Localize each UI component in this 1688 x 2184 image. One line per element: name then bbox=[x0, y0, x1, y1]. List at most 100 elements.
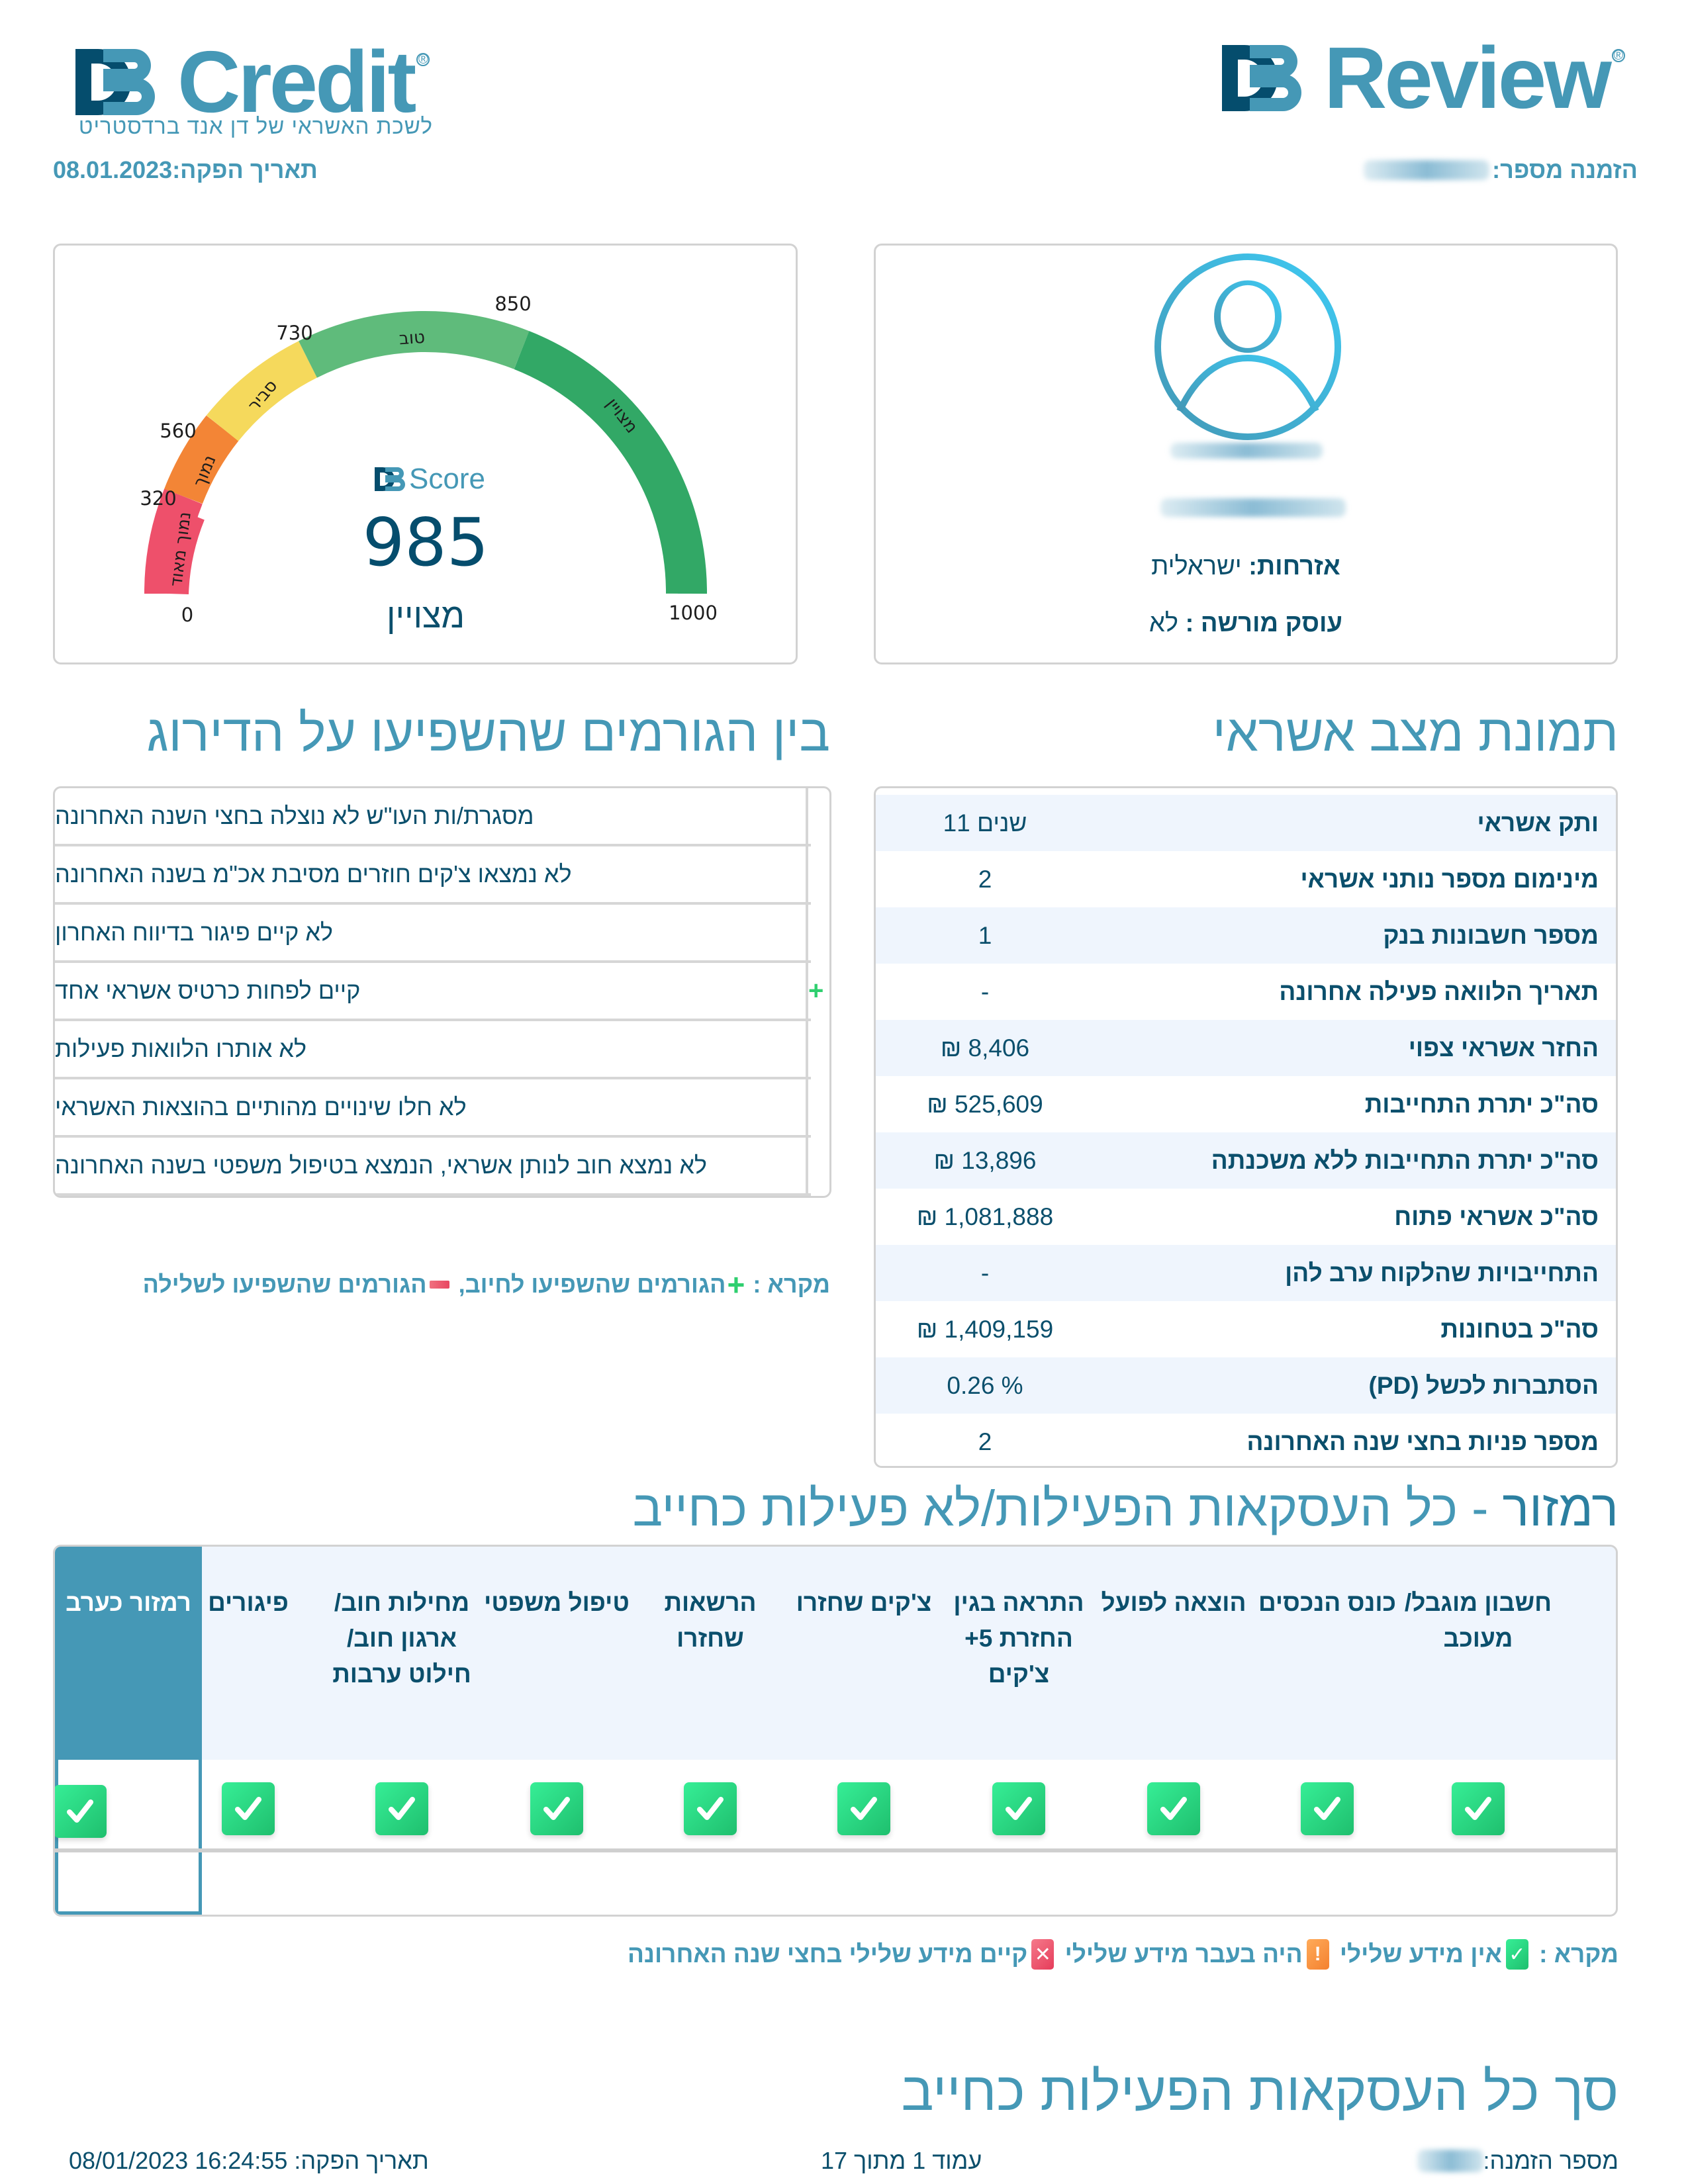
status-check-icon bbox=[530, 1782, 583, 1835]
row-label: סה"כ בטחונות bbox=[1440, 1315, 1599, 1343]
score-brand-word: Score bbox=[409, 463, 485, 495]
tick-0: 0 bbox=[181, 604, 193, 626]
factor-text: לא אותרו הלוואות פעילות bbox=[55, 1035, 307, 1062]
legend2-prefix: מקרא : bbox=[1539, 1940, 1618, 1968]
status-check-icon bbox=[684, 1782, 737, 1835]
factor-text: לא חלו שינויים מהותיים בהוצאות האשראי bbox=[55, 1093, 467, 1120]
tick-320: 320 bbox=[140, 487, 176, 510]
score-gauge: נמוך מאוד נמוך סביר טוב מצויין 0 320 560… bbox=[140, 293, 718, 626]
warning-icon: ! bbox=[1306, 1939, 1329, 1970]
row-label: סה"כ יתרת התחייבות ללא משכנתה bbox=[1211, 1146, 1599, 1174]
db-credit-logo: Credit ® bbox=[75, 38, 430, 126]
issue-date-label: תאריך הפקה: bbox=[172, 156, 318, 183]
footer-order: מספר הזמנה: bbox=[1417, 2147, 1618, 2175]
order-number: הזמנה מספר: bbox=[1364, 156, 1638, 184]
traffic-light-title-rest: - כל העסקאות הפעילות/לא פעילות כחייב bbox=[632, 1480, 1503, 1537]
status-check-icon bbox=[1147, 1782, 1200, 1835]
cross-icon: ✕ bbox=[1031, 1939, 1055, 1970]
table-row: ותק אשראי 11 שנים bbox=[876, 795, 1616, 851]
profile-card: אזרחות: ישראלית עוסק מורשה : לא bbox=[874, 244, 1618, 664]
table-row: סה"כ אשראי פתוח ₪ 1,081,888 bbox=[876, 1189, 1616, 1245]
issue-date: תאריך הפקה:08.01.2023 bbox=[53, 156, 318, 184]
segment-label-good: טוב bbox=[399, 328, 426, 349]
row-value: 0.26 % bbox=[947, 1371, 1023, 1399]
traffic-light-title-strong: רמזור bbox=[1502, 1480, 1618, 1537]
tick-560: 560 bbox=[160, 420, 196, 442]
user-circle-icon bbox=[1154, 253, 1341, 440]
status-check-icon bbox=[55, 1785, 107, 1838]
footer-issue-date: תאריך הפקה: 16:24:55 08/01/2023 bbox=[69, 2147, 429, 2175]
redacted-footer-order bbox=[1417, 2150, 1483, 2172]
row-value: ₪ 1,081,888 bbox=[916, 1203, 1054, 1230]
footer-order-label: מספר הזמנה: bbox=[1483, 2147, 1618, 2174]
score-value: 985 bbox=[362, 504, 489, 581]
citizenship: אזרחות: ישראלית bbox=[876, 553, 1616, 581]
factor-row: לא חלו שינויים מהותיים בהוצאות האשראי bbox=[55, 1079, 811, 1138]
legend2-ok: אין מידע שלילי bbox=[1339, 1940, 1502, 1968]
traffic-light-column-header: רמזור כערב bbox=[55, 1547, 202, 1760]
row-value: ₪ 13,896 bbox=[933, 1146, 1037, 1174]
table-row: התחייבויות שהלקוח ערב להן - bbox=[876, 1245, 1616, 1301]
factors-legend: מקרא : + הגורמים שהשפיעו לחיוב, הגורמים … bbox=[143, 1267, 830, 1302]
factor-row: לא קיים פיגור בדיווח האחרון bbox=[55, 905, 811, 963]
traffic-light-column-header: הוצאה לפועל bbox=[1101, 1589, 1246, 1616]
row-label: סה"כ אשראי פתוח bbox=[1394, 1203, 1599, 1230]
factor-row: מסגרת/ות העו"ש לא נוצלה בחצי השנה האחרונ… bbox=[55, 788, 811, 846]
table-row: הסתברות לכשל (PD) 0.26 % bbox=[876, 1357, 1616, 1414]
factor-text: קיים לפחות כרטיס אשראי אחד bbox=[55, 977, 361, 1004]
row-value: ₪ 8,406 bbox=[940, 1034, 1030, 1062]
score-card: נמוך מאוד נמוך סביר טוב מצויין 0 320 560… bbox=[53, 244, 798, 664]
licensed-dealer-label: עוסק מורשה : bbox=[1185, 610, 1342, 637]
row-label: הסתברות לכשל (PD) bbox=[1368, 1371, 1599, 1399]
traffic-light-separator bbox=[55, 1848, 1616, 1852]
logo-word-review: Review bbox=[1324, 29, 1612, 126]
table-row: מספר חשבונות בנק 1 bbox=[876, 907, 1616, 964]
traffic-light-title: רמזור - כל העסקאות הפעילות/לא פעילות כחי… bbox=[633, 1480, 1618, 1537]
legend-prefix: מקרא : bbox=[753, 1271, 830, 1298]
credit-picture-table: ותק אשראי 11 שנים מינימום מספר נותני אשראי… bbox=[876, 795, 1616, 1466]
row-label: סה"כ יתרת התחייבות bbox=[1364, 1090, 1599, 1118]
tick-850: 850 bbox=[494, 293, 531, 315]
credit-picture-title: תמונת מצב אשראי bbox=[1212, 704, 1618, 762]
row-label: ותק אשראי bbox=[1477, 809, 1599, 837]
traffic-light-column-header: הרשאות שחזרו bbox=[664, 1589, 757, 1652]
row-value: ₪ 525,609 bbox=[927, 1090, 1043, 1118]
factor-text: לא נמצא חוב לנותן אשראי, הנמצא בטיפול מש… bbox=[55, 1152, 707, 1179]
factor-row: לא אותרו הלוואות פעילות bbox=[55, 1021, 811, 1079]
row-label: תאריך הלוואה פעילה אחרונה bbox=[1279, 978, 1599, 1005]
footer-page: עמוד 1 מתוך 17 bbox=[821, 2147, 982, 2174]
redacted-name bbox=[1170, 443, 1323, 459]
credit-tagline: לשכת האשראי של דן אנד ברדסטריט bbox=[78, 114, 433, 138]
status-check-icon bbox=[992, 1782, 1045, 1835]
table-row: סה"כ יתרת התחייבות ₪ 525,609 bbox=[876, 1076, 1616, 1132]
tick-730: 730 bbox=[276, 322, 312, 344]
row-value: - bbox=[980, 978, 990, 1005]
table-row: תאריך הלוואה פעילה אחרונה - bbox=[876, 964, 1616, 1020]
credit-picture-card: ותק אשראי 11 שנים מינימום מספר נותני אשראי… bbox=[874, 786, 1618, 1468]
registered-icon: ® bbox=[416, 52, 430, 67]
row-value: 2 bbox=[978, 1428, 992, 1455]
row-label: מינימום מספר נותני אשראי bbox=[1300, 865, 1599, 893]
factors-divider bbox=[806, 788, 808, 1196]
traffic-light-column-header: חשבון מוגבל/ מעוכב bbox=[1404, 1589, 1552, 1652]
row-value: 2 bbox=[978, 865, 992, 893]
table-row: סה"כ בטחונות ₪ 1,409,159 bbox=[876, 1301, 1616, 1357]
db-mark-icon bbox=[1222, 45, 1315, 111]
factor-row: קיים לפחות כרטיס אשראי אחד bbox=[55, 963, 811, 1021]
tick-1000: 1000 bbox=[669, 602, 718, 624]
row-label: החזר אשראי צפוי bbox=[1408, 1034, 1599, 1062]
citizenship-label: אזרחות: bbox=[1248, 553, 1340, 580]
traffic-light-column-header: כונס הנכסים bbox=[1258, 1589, 1397, 1616]
check-icon: ✓ bbox=[1505, 1939, 1528, 1970]
minus-icon bbox=[429, 1281, 449, 1289]
db-mark-icon bbox=[375, 467, 406, 491]
status-check-icon bbox=[1452, 1782, 1505, 1835]
footer-issue-label: תאריך הפקה: bbox=[294, 2147, 429, 2174]
status-check-icon bbox=[222, 1782, 275, 1835]
status-check-icon bbox=[1301, 1782, 1354, 1835]
legend2-bad: קיים מידע שלילי בחצי שנה האחרונה bbox=[628, 1940, 1028, 1968]
legend-positive: הגורמים שהשפיעו לחיוב, bbox=[458, 1271, 726, 1298]
table-row: החזר אשראי צפוי ₪ 8,406 bbox=[876, 1020, 1616, 1076]
plus-icon: + bbox=[727, 1267, 745, 1302]
licensed-dealer-value: לא bbox=[1149, 610, 1179, 637]
